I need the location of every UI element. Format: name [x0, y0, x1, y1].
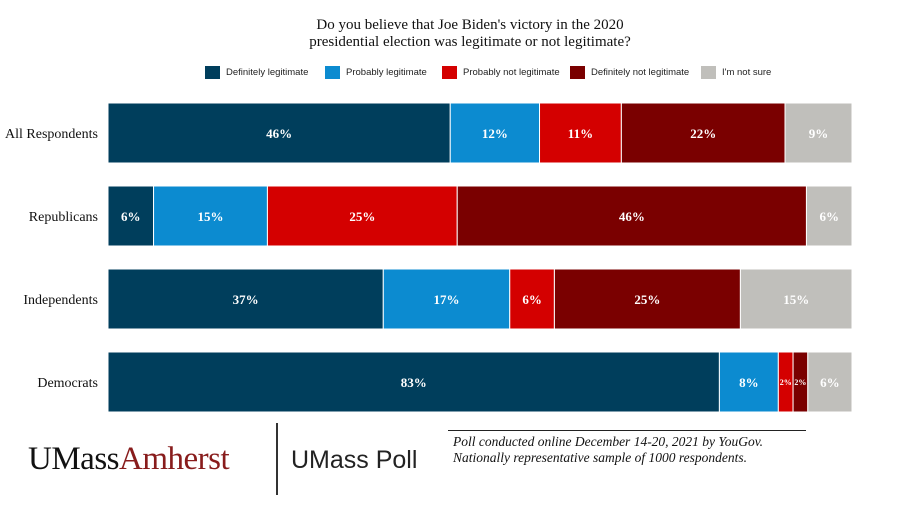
bar-segment-democrats-definitely-legitimate: [107, 351, 720, 413]
bar-segment-all-respondents-probably-legitimate: [449, 102, 541, 164]
bar-segment-democrats-i-m-not-sure: [807, 351, 853, 413]
data-label-democrats-definitely-legitimate: 83%: [401, 375, 427, 390]
legend-item-probably-not-legitimate: Probably not legitimate: [442, 66, 560, 79]
category-label-all-respondents: All Respondents: [5, 127, 98, 142]
data-label-democrats-probably-legitimate: 8%: [739, 375, 759, 390]
data-label-republicans-probably-legitimate: 15%: [197, 209, 223, 224]
bar-segment-all-respondents-i-m-not-sure: [784, 102, 853, 164]
bar-segment-republicans-definitely-legitimate: [107, 185, 155, 247]
bar-segment-independents-probably-legitimate: [382, 268, 511, 330]
bar-segment-all-respondents-probably-not-legitimate: [539, 102, 622, 164]
legend-label: Probably not legitimate: [463, 67, 560, 78]
bar-segment-independents-i-m-not-sure: [739, 268, 853, 330]
note-line-1: Poll conducted online December 14-20, 20…: [453, 434, 764, 449]
legend-label: Probably legitimate: [346, 67, 427, 78]
data-label-independents-probably-not-legitimate: 6%: [522, 292, 542, 307]
category-label-independents: Independents: [23, 293, 98, 308]
data-label-independents-probably-legitimate: 17%: [434, 292, 460, 307]
data-label-republicans-definitely-legitimate: 6%: [121, 209, 141, 224]
data-label-democrats-i-m-not-sure: 6%: [820, 375, 840, 390]
legend-item-probably-legitimate: Probably legitimate: [325, 66, 427, 79]
data-label-independents-i-m-not-sure: 15%: [783, 292, 809, 307]
data-label-republicans-definitely-not-legitimate: 46%: [619, 209, 645, 224]
bar-segment-republicans-i-m-not-sure: [805, 185, 853, 247]
legend-label: Definitely legitimate: [226, 67, 309, 78]
legend-swatch: [325, 66, 340, 79]
data-label-all-respondents-definitely-not-legitimate: 22%: [690, 126, 716, 141]
chart-legend: Definitely legitimate Probably legitimat…: [0, 66, 900, 82]
data-label-all-respondents-definitely-legitimate: 46%: [266, 126, 292, 141]
legend-swatch: [205, 66, 220, 79]
footnote-rule: [448, 430, 806, 431]
data-label-all-respondents-i-m-not-sure: 9%: [809, 126, 829, 141]
bar-segment-all-respondents-definitely-not-legitimate: [620, 102, 786, 164]
footer-divider: [276, 423, 278, 495]
bar-segment-independents-definitely-not-legitimate: [553, 268, 741, 330]
legend-label: Definitely not legitimate: [591, 67, 690, 78]
data-label-independents-definitely-legitimate: 37%: [233, 292, 259, 307]
data-label-republicans-i-m-not-sure: 6%: [819, 209, 839, 224]
chart-title: Do you believe that Joe Biden's victory …: [200, 17, 740, 51]
data-label-republicans-probably-not-legitimate: 25%: [349, 209, 375, 224]
umass-amherst-logo: UMassAmherst: [28, 441, 230, 478]
legend-swatch: [442, 66, 457, 79]
logo-text-umass: UMass: [28, 441, 120, 477]
data-label-independents-definitely-not-legitimate: 25%: [634, 292, 660, 307]
category-label-democrats: Democrats: [37, 376, 98, 391]
chart-title-line-1: Do you believe that Joe Biden's victory …: [316, 17, 624, 33]
bar-segment-all-respondents-definitely-legitimate: [107, 102, 451, 164]
data-label-all-respondents-probably-not-legitimate: 11%: [568, 126, 593, 141]
bar-segment-republicans-probably-not-legitimate: [266, 185, 458, 247]
stacked-bar-chart: All Respondents 46% 12% 11% 22% 9% Republicans…: [5, 102, 853, 413]
data-label-democrats-definitely-not-legitimate: 2%: [794, 378, 806, 387]
note-line-2: Nationally representative sample of 1000…: [453, 450, 747, 465]
legend-swatch: [701, 66, 716, 79]
data-label-all-respondents-probably-legitimate: 12%: [482, 126, 508, 141]
category-label-republicans: Republicans: [29, 210, 98, 225]
bar-segment-republicans-probably-legitimate: [153, 185, 268, 247]
legend-swatch: [570, 66, 585, 79]
legend-label: I'm not sure: [722, 67, 772, 78]
logo-text-amherst: Amherst: [119, 441, 230, 477]
chart-title-line-2: presidential election was legitimate or …: [309, 34, 631, 50]
umass-poll-label: UMass Poll: [291, 446, 418, 474]
legend-item-definitely-legitimate: Definitely legitimate: [205, 66, 308, 79]
poll-methodology-note: Poll conducted online December 14-20, 20…: [453, 434, 763, 466]
bar-segment-republicans-definitely-not-legitimate: [456, 185, 807, 247]
legend-item-not-sure: I'm not sure: [701, 66, 771, 79]
legend-item-definitely-not-legitimate: Definitely not legitimate: [570, 66, 689, 79]
bar-segment-democrats-probably-legitimate: [718, 351, 779, 413]
data-label-democrats-probably-not-legitimate: 2%: [780, 378, 792, 387]
